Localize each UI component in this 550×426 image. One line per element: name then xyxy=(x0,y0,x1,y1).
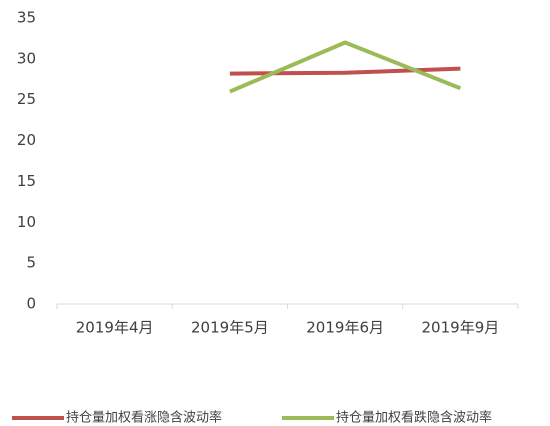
y-tick-label: 35 xyxy=(17,9,36,27)
x-tick-label: 2019年4月 xyxy=(76,319,154,337)
legend-label: 持仓量加权看跌隐含波动率 xyxy=(336,410,492,426)
line-series xyxy=(229,40,462,94)
y-tick-label: 20 xyxy=(17,131,36,149)
x-tick-label: 2019年9月 xyxy=(422,319,500,337)
x-tick-label: 2019年5月 xyxy=(191,319,269,337)
y-tick-label: 10 xyxy=(17,213,36,231)
y-tick-label: 15 xyxy=(17,172,36,190)
y-tick-label: 0 xyxy=(26,295,36,313)
y-tick-label: 30 xyxy=(17,49,36,67)
y-tick-label: 5 xyxy=(26,254,36,272)
y-tick-label: 25 xyxy=(17,90,36,108)
legend-label: 持仓量加权看涨隐含波动率 xyxy=(66,410,222,426)
x-tick-label: 2019年6月 xyxy=(306,319,384,337)
